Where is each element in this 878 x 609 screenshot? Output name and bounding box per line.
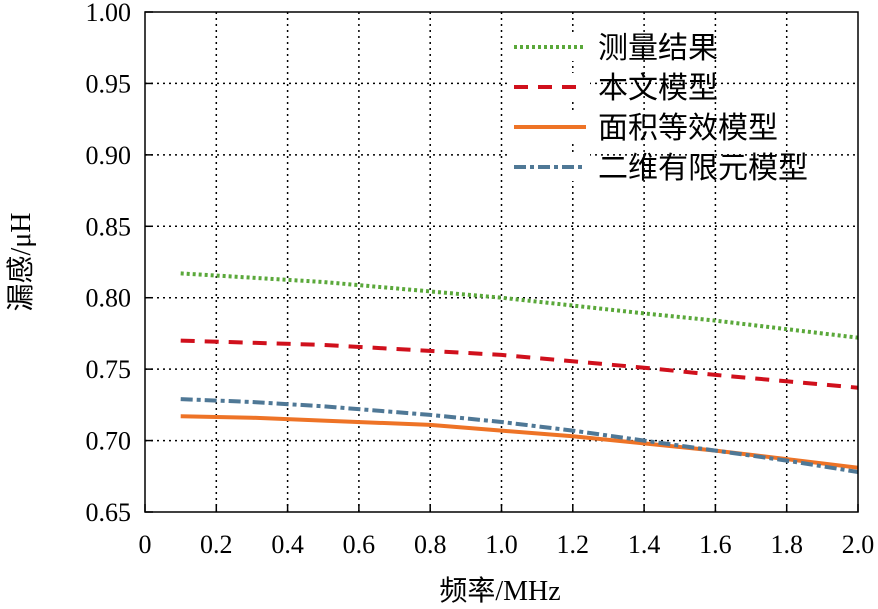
x-tick-label: 1.0	[485, 530, 518, 559]
series-line-1	[180, 338, 859, 390]
legend-label: 本文模型	[598, 72, 718, 105]
x-tick-label: 0.2	[200, 530, 233, 559]
ticks: 0 0.2 0.4 0.6 0.8 1.0 1.2 1.4 1.6 1.8 2.0 0.65 0.70 0…	[86, 0, 875, 559]
x-tick-label: 1.2	[557, 530, 590, 559]
x-tick-label: 1.6	[699, 530, 732, 559]
y-tick-label: 1.00	[86, 0, 132, 27]
y-tick-label: 0.95	[86, 69, 132, 98]
x-tick-label: 1.8	[770, 530, 803, 559]
x-tick-label: 0.8	[414, 530, 447, 559]
y-tick-label: 0.85	[86, 212, 132, 241]
y-axis-label: 漏感/μH	[5, 212, 37, 311]
x-tick-label: 0.6	[343, 530, 376, 559]
x-tick-label: 0.4	[271, 530, 304, 559]
x-tick-label: 1.4	[628, 530, 661, 559]
y-tick-label: 0.70	[86, 427, 132, 456]
series-line-2	[180, 414, 859, 470]
y-tick-label: 0.75	[86, 355, 132, 384]
series-line-0	[180, 271, 859, 340]
x-tick-label: 0	[139, 530, 152, 559]
legend-label: 二维有限元模型	[598, 152, 808, 185]
grid	[145, 12, 858, 512]
legend-label: 面积等效模型	[598, 112, 778, 145]
y-tick-label: 0.80	[86, 284, 132, 313]
y-tick-label: 0.90	[86, 141, 132, 170]
x-axis-label: 频率/MHz	[439, 575, 560, 607]
y-tick-label: 0.65	[86, 498, 132, 527]
legend-label: 测量结果	[598, 32, 718, 65]
series-lines	[180, 271, 859, 474]
series-line-3	[180, 397, 859, 474]
plot-frame	[144, 11, 859, 513]
x-tick-label: 2.0	[842, 530, 875, 559]
